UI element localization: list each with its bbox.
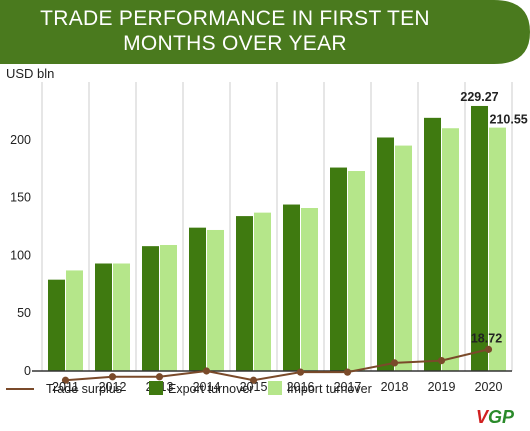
x-tick-label: 2012: [99, 380, 127, 394]
bar-import-2015: [254, 212, 271, 371]
x-tick-label: 2015: [240, 380, 268, 394]
x-tick-label: 2017: [334, 380, 362, 394]
x-tick-label: 2016: [287, 380, 315, 394]
surplus-point-2014: [202, 367, 211, 375]
chart-title: TRADE PERFORMANCE IN FIRST TEN MONTHS OV…: [40, 7, 430, 55]
data-label-surplus-2020: 18.72: [471, 331, 502, 345]
bar-import-2020: [489, 127, 506, 371]
bar-export-2014: [189, 227, 206, 371]
y-tick-label: 100: [10, 248, 31, 262]
bar-import-2011: [66, 270, 83, 371]
vgp-logo-text-2: GP: [488, 407, 515, 427]
x-tick-label: 2014: [193, 380, 221, 394]
legend-export-swatch: [149, 381, 163, 395]
data-label-export-2020: 229.27: [460, 90, 498, 104]
bar-export-2015: [236, 216, 253, 371]
bar-export-2016: [283, 204, 300, 371]
x-tick-label: 2019: [428, 380, 456, 394]
y-axis-label: USD bln: [6, 66, 54, 81]
legend-export-label: Export turnover: [168, 382, 253, 396]
vgp-logo: V GP: [476, 407, 515, 427]
title-banner: TRADE PERFORMANCE IN FIRST TEN MONTHS OV…: [0, 0, 530, 64]
legend-import-label: Import turnover: [287, 382, 372, 396]
vgp-logo-text: V: [476, 407, 490, 427]
surplus-point-2019: [437, 356, 446, 365]
bar-import-2013: [160, 244, 177, 371]
bar-export-2012: [95, 263, 112, 371]
y-tick-label: 0: [24, 364, 31, 378]
surplus-point-2016: [296, 368, 305, 376]
surplus-point-2018: [390, 359, 399, 367]
bar-import-2012: [113, 263, 130, 371]
bar-export-2017: [330, 167, 347, 371]
surplus-point-2020: [484, 345, 493, 353]
y-tick-label: 150: [10, 191, 31, 205]
bar-import-2018: [395, 145, 412, 371]
bar-export-2019: [424, 117, 441, 371]
surplus-point-2011: [61, 376, 70, 384]
bar-export-2018: [377, 137, 394, 371]
bar-export-2011: [48, 279, 65, 371]
legend-surplus-label: Trade surplus: [46, 382, 122, 396]
x-tick-label: 2020: [475, 380, 503, 394]
bar-export-2020: [471, 105, 488, 372]
surplus-point-2015: [249, 376, 258, 384]
y-tick-label: 50: [17, 306, 31, 320]
x-tick-label: 2018: [381, 380, 409, 394]
surplus-point-2012: [108, 373, 117, 381]
bar-import-2019: [442, 128, 459, 371]
data-label-import-2020: 210.55: [490, 113, 528, 127]
surplus-point-2013: [155, 373, 164, 381]
banner-shape: [0, 0, 530, 64]
x-tick-label: 2011: [52, 380, 79, 394]
bar-import-2017: [348, 171, 365, 371]
bar-export-2013: [142, 246, 159, 371]
y-tick-label: 200: [10, 133, 31, 147]
bar-import-2014: [207, 229, 224, 371]
legend-import-swatch: [268, 381, 282, 395]
surplus-line: [65, 348, 489, 382]
surplus-point-2017: [343, 368, 352, 376]
bar-import-2016: [301, 208, 318, 371]
banner-background: [0, 0, 530, 64]
